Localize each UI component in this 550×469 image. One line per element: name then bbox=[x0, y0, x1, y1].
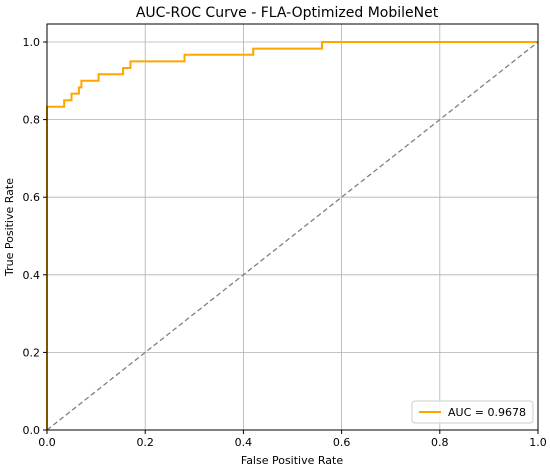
y-tick-label: 0.6 bbox=[23, 191, 41, 204]
roc-curve-line bbox=[46, 41, 538, 430]
chart-title: AUC-ROC Curve - FLA-Optimized MobileNet bbox=[136, 5, 439, 21]
chance-diagonal-line bbox=[46, 41, 539, 431]
x-tick-label: 0.4 bbox=[235, 436, 253, 449]
y-tick-label: 1.0 bbox=[23, 36, 41, 49]
ticks: 0.0 0.2 0.4 0.6 0.8 1.0 0.0 0.2 0.4 0.6 0.8 1.0 bbox=[23, 36, 547, 449]
x-tick-label: 1.0 bbox=[529, 436, 547, 449]
x-axis-label: False Positive Rate bbox=[241, 454, 343, 467]
y-tick-label: 0.0 bbox=[23, 424, 41, 437]
x-tick-label: 0.8 bbox=[431, 436, 449, 449]
series-group bbox=[46, 41, 539, 431]
plot-frame bbox=[46, 23, 539, 431]
y-axis-label: True Positive Rate bbox=[3, 178, 16, 277]
x-tick-label: 0.2 bbox=[136, 436, 154, 449]
legend: AUC = 0.9678 bbox=[411, 400, 534, 424]
legend-box bbox=[411, 400, 534, 424]
x-tick-label: 0.6 bbox=[333, 436, 351, 449]
y-tick-label: 0.2 bbox=[23, 346, 41, 359]
y-tick-label: 0.8 bbox=[23, 114, 41, 127]
y-tick-label: 0.4 bbox=[23, 269, 41, 282]
x-tick-label: 0.0 bbox=[38, 436, 56, 449]
grid bbox=[46, 24, 539, 431]
legend-label: AUC = 0.9678 bbox=[448, 406, 526, 419]
